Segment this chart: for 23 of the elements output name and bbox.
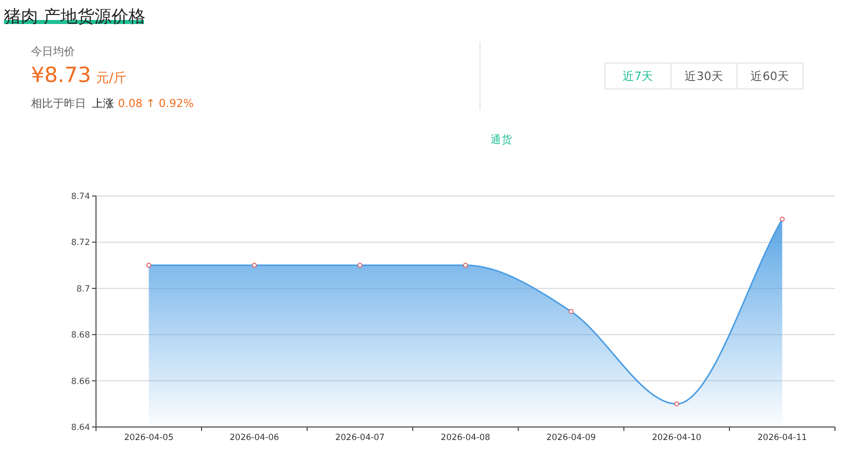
y-tick-label: 8.74 xyxy=(71,192,90,202)
x-tick-label: 2026-04-07 xyxy=(335,433,385,443)
y-tick-label: 8.66 xyxy=(71,376,90,387)
text: 近30天 xyxy=(684,69,724,83)
x-tick-label: 2026-04-08 xyxy=(440,433,490,443)
x-tick-label: 2026-04-11 xyxy=(758,433,807,443)
text: 相比于昨日 xyxy=(31,97,86,110)
x-tick-label: 2026-04-05 xyxy=(124,433,174,443)
text: 近7天 xyxy=(622,69,654,83)
text: 0.08 ↑ 0.92% xyxy=(118,97,194,110)
x-tick-label: 2026-04-10 xyxy=(652,433,702,443)
text: ¥8.73 xyxy=(31,63,92,87)
y-tick-label: 8.64 xyxy=(71,423,90,433)
y-tick-label: 8.72 xyxy=(71,238,90,248)
x-tick-label: 2026-04-09 xyxy=(546,433,596,443)
y-tick-label: 8.68 xyxy=(71,330,90,341)
text: 近60天 xyxy=(750,69,790,83)
text: 元/斤 xyxy=(96,71,126,86)
y-tick-label: 8.7 xyxy=(76,284,90,294)
x-tick-label: 2026-04-06 xyxy=(230,433,280,443)
text: 今日均价 xyxy=(31,45,75,58)
text: 上涨 xyxy=(92,97,114,110)
text: 通货 xyxy=(490,133,512,146)
